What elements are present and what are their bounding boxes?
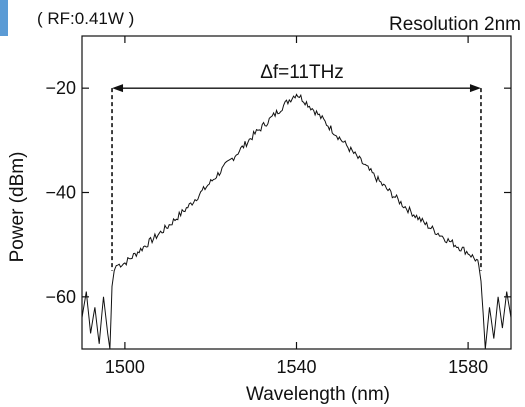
x-tick-label: 1580: [448, 357, 488, 377]
y-tick-label: −20: [45, 78, 76, 98]
x-tick-label: 1500: [105, 357, 145, 377]
arrowhead-right-icon: [469, 84, 481, 93]
accent-bar: [0, 0, 8, 36]
bandwidth-label: Δf=11THz: [260, 62, 344, 83]
x-axis-label: Wavelength (nm): [246, 384, 390, 405]
x-tick-label: 1540: [276, 357, 316, 377]
y-axis-label: Power (dBm): [7, 152, 28, 263]
arrowhead-left-icon: [112, 84, 124, 93]
y-tick-label: −60: [45, 287, 76, 307]
y-tick-label: −40: [45, 183, 76, 203]
rf-power-note: ( RF:0.41W ): [37, 9, 134, 28]
resolution-note: Resolution 2nm: [389, 14, 521, 35]
spectrum-line: [82, 93, 511, 349]
